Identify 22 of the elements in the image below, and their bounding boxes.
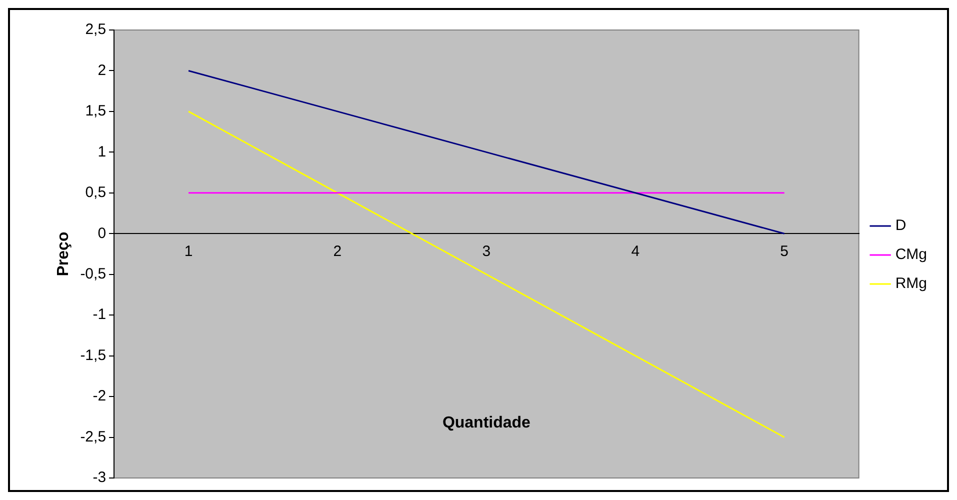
y-tick-label: 2,5	[85, 21, 106, 38]
y-tick-label: 2	[98, 62, 106, 79]
y-tick-label: -1,5	[80, 346, 106, 364]
legend-label: RMg	[895, 275, 927, 292]
y-tick-label: -3	[92, 469, 106, 486]
legend-label: CMg	[895, 246, 927, 264]
x-tick-label: 2	[333, 242, 342, 260]
x-tick-label: 5	[780, 242, 789, 260]
y-tick-label: -2,5	[80, 428, 106, 446]
y-axis-title: Preço	[55, 232, 72, 276]
y-tick-label: -0,5	[80, 266, 106, 283]
y-tick-label: 1,5	[85, 102, 106, 120]
x-tick-label: 1	[184, 242, 193, 260]
y-tick-label: -2	[92, 388, 106, 405]
x-tick-label: 4	[631, 242, 640, 260]
x-tick-label: 3	[482, 242, 491, 260]
y-tick-label: 0,5	[85, 184, 106, 202]
y-tick-label: 1	[98, 143, 106, 160]
y-tick-label: 0	[98, 224, 106, 242]
y-tick-label: -1	[92, 306, 106, 324]
x-axis-title: Quantidade	[442, 414, 531, 432]
legend-label: D	[895, 217, 906, 234]
